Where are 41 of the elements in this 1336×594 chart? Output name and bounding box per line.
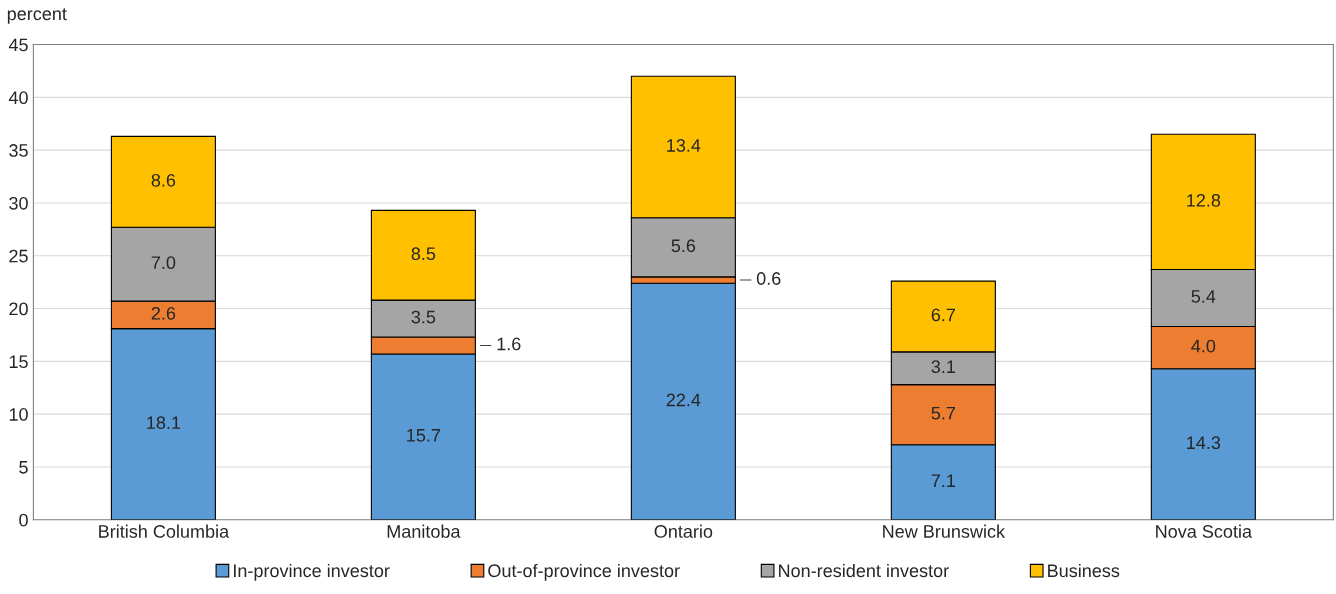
x-tick-label: Manitoba: [387, 524, 461, 538]
y-tick-label: 40: [8, 91, 28, 105]
data-label: 22.4: [666, 393, 701, 407]
legend-label: Business: [1048, 563, 1120, 578]
data-label: 5.7: [931, 406, 955, 420]
x-tick-label: Nova Scotia: [1156, 524, 1253, 538]
data-label: 7.1: [931, 474, 956, 487]
y-tick-label: 0: [19, 513, 28, 527]
y-tick-label: 10: [9, 408, 28, 421]
y-tick-label: 35: [9, 144, 28, 157]
y-tick-label: 25: [9, 249, 28, 263]
legend-label: In-province investor: [234, 563, 390, 581]
legend-label: Out-of-province investor: [488, 563, 680, 581]
y-tick-label: 30: [9, 196, 28, 210]
data-label: 18.1: [147, 416, 181, 430]
data-label: 0.6: [756, 272, 781, 285]
data-label: 14.3: [1187, 436, 1221, 450]
data-label: 15.7: [407, 429, 441, 442]
data-label: 8.5: [411, 247, 436, 261]
y-tick-label: 5: [19, 461, 28, 474]
y-tick-label: 20: [9, 302, 28, 316]
data-label: 8.6: [151, 173, 176, 187]
data-label: 6.7: [931, 308, 955, 322]
x-tick-label: Ontario: [654, 524, 713, 538]
data-label: 5.4: [1191, 290, 1216, 303]
bar: [630, 282, 736, 520]
y-tick-label: 15: [9, 355, 28, 369]
data-label: 2.6: [151, 306, 176, 320]
data-label: 3.1: [931, 360, 956, 374]
data-label: 7.0: [151, 256, 176, 270]
y-tick-label: 45: [8, 38, 28, 52]
y-axis-title: percent: [7, 8, 67, 24]
data-label: 3.5: [411, 310, 436, 324]
x-tick-label: New Brunswick: [883, 524, 1006, 538]
data-label: 1.6: [497, 337, 521, 351]
data-label: 4.0: [1191, 339, 1216, 353]
data-label: 12.8: [1187, 193, 1221, 207]
legend-label: Non-resident investor: [779, 563, 949, 578]
x-tick-label: British Columbia: [99, 524, 230, 538]
data-label: 5.6: [671, 239, 696, 253]
data-label: 13.4: [667, 139, 701, 152]
